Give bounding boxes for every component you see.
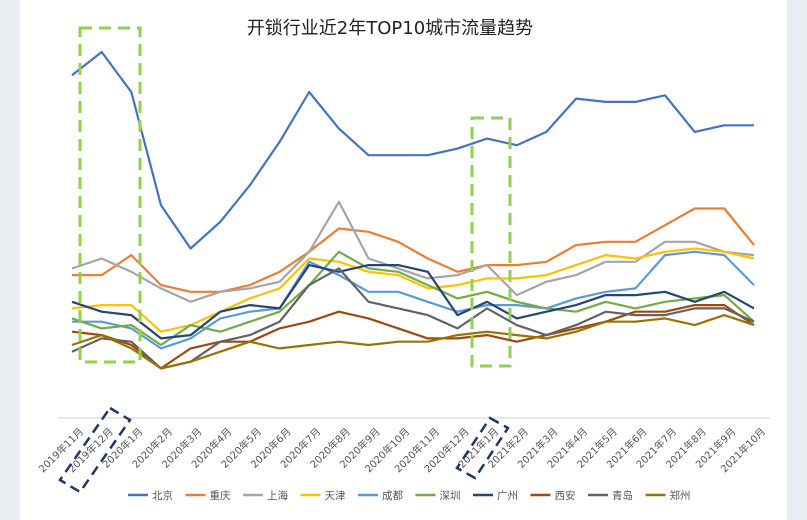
legend-label: 重庆	[210, 489, 231, 502]
legend-item: 北京	[128, 489, 173, 502]
legend-label: 北京	[152, 489, 173, 502]
series-line-3	[71, 247, 755, 333]
legend-item: 郑州	[645, 489, 691, 502]
legend-label: 郑州	[670, 489, 691, 502]
chart-card: 开锁行业近2年TOP10城市流量趋势 2019年11月 2019年12月 2020年…	[20, 0, 787, 520]
highlight-box-right	[470, 116, 512, 368]
chart-title: 开锁行业近2年TOP10城市流量趋势	[247, 18, 533, 39]
legend-label: 天津	[325, 490, 346, 502]
legend-item: 成都	[358, 490, 403, 502]
series-line-7	[71, 304, 755, 370]
series-line-1	[72, 207, 755, 293]
legend-label: 深圳	[440, 490, 461, 502]
legend-item: 深圳	[415, 490, 461, 502]
line-chart: 开锁行业近2年TOP10城市流量趋势 2019年11月2019年12月2020年…	[36, 18, 770, 502]
x-axis-ticks: 2019年11月2019年12月2020年1月2020年2月2020年3月202…	[36, 425, 768, 475]
legend: 北京 重庆 上海 天津 成都 深圳 广州 西安 青岛 郑州	[128, 489, 691, 502]
series-line-8	[71, 267, 755, 370]
legend-item: 天津	[300, 490, 346, 502]
series-line-5	[71, 250, 755, 347]
highlight-tick-left	[58, 406, 132, 494]
series-line-0	[71, 50, 754, 250]
legend-item: 重庆	[185, 489, 231, 502]
legend-label: 广州	[497, 490, 518, 502]
legend-label: 西安	[555, 489, 576, 502]
highlight-box-left	[78, 26, 142, 364]
legend-item: 上海	[243, 489, 288, 502]
legend-item: 广州	[473, 490, 518, 502]
legend-item: 青岛	[588, 489, 633, 502]
legend-label: 青岛	[612, 489, 633, 502]
series-line-2	[71, 200, 755, 303]
plot-area	[58, 50, 770, 419]
legend-label: 上海	[267, 489, 288, 502]
series-line-9	[71, 314, 755, 370]
legend-label: 成都	[382, 490, 403, 502]
series-line-6	[71, 264, 755, 340]
highlight-tick-right	[455, 416, 510, 480]
series-line-4	[72, 250, 755, 350]
legend-item: 西安	[530, 489, 576, 502]
